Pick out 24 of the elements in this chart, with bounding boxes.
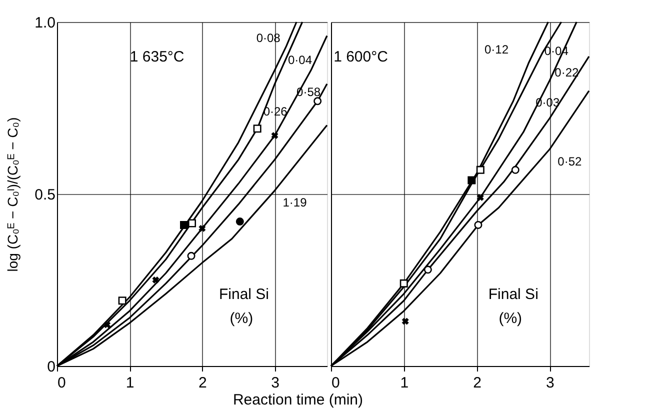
x-tick-label: 2 xyxy=(198,374,207,392)
y-tick-label: 1.0 xyxy=(34,14,56,32)
y-tick-label: 0.5 xyxy=(34,186,56,204)
x-axis-title: Reaction time (min) xyxy=(232,392,363,408)
annotation: Final Si xyxy=(488,286,538,303)
x-tick-label: 2 xyxy=(473,374,482,392)
series-label: 1·19 xyxy=(282,196,308,210)
x-tick-label: 0 xyxy=(58,374,66,392)
y-tick-label: 0 xyxy=(47,358,56,376)
annotation: 1 635°C xyxy=(130,48,184,66)
series-label: 0·22 xyxy=(554,65,579,80)
annotation: (%) xyxy=(230,310,254,327)
annotation: (%) xyxy=(498,310,522,327)
annotation: Final Si xyxy=(219,286,270,303)
x-tick-label: 0 xyxy=(332,374,340,392)
x-tick-label: 1 xyxy=(400,374,409,392)
y-axis-title: log (C₀ᴱ − C₀ᴵ)/(C₀ᴱ − C₀) xyxy=(4,117,21,272)
series-label: 0·04 xyxy=(288,53,312,68)
x-tick-label: 1 xyxy=(126,374,134,392)
x-tick-label: 3 xyxy=(271,374,280,392)
series-label: 0·52 xyxy=(558,154,582,168)
x-tick-label: 3 xyxy=(546,374,554,392)
series-label: 0·12 xyxy=(484,42,509,56)
annotation: 1 600°C xyxy=(334,48,388,66)
